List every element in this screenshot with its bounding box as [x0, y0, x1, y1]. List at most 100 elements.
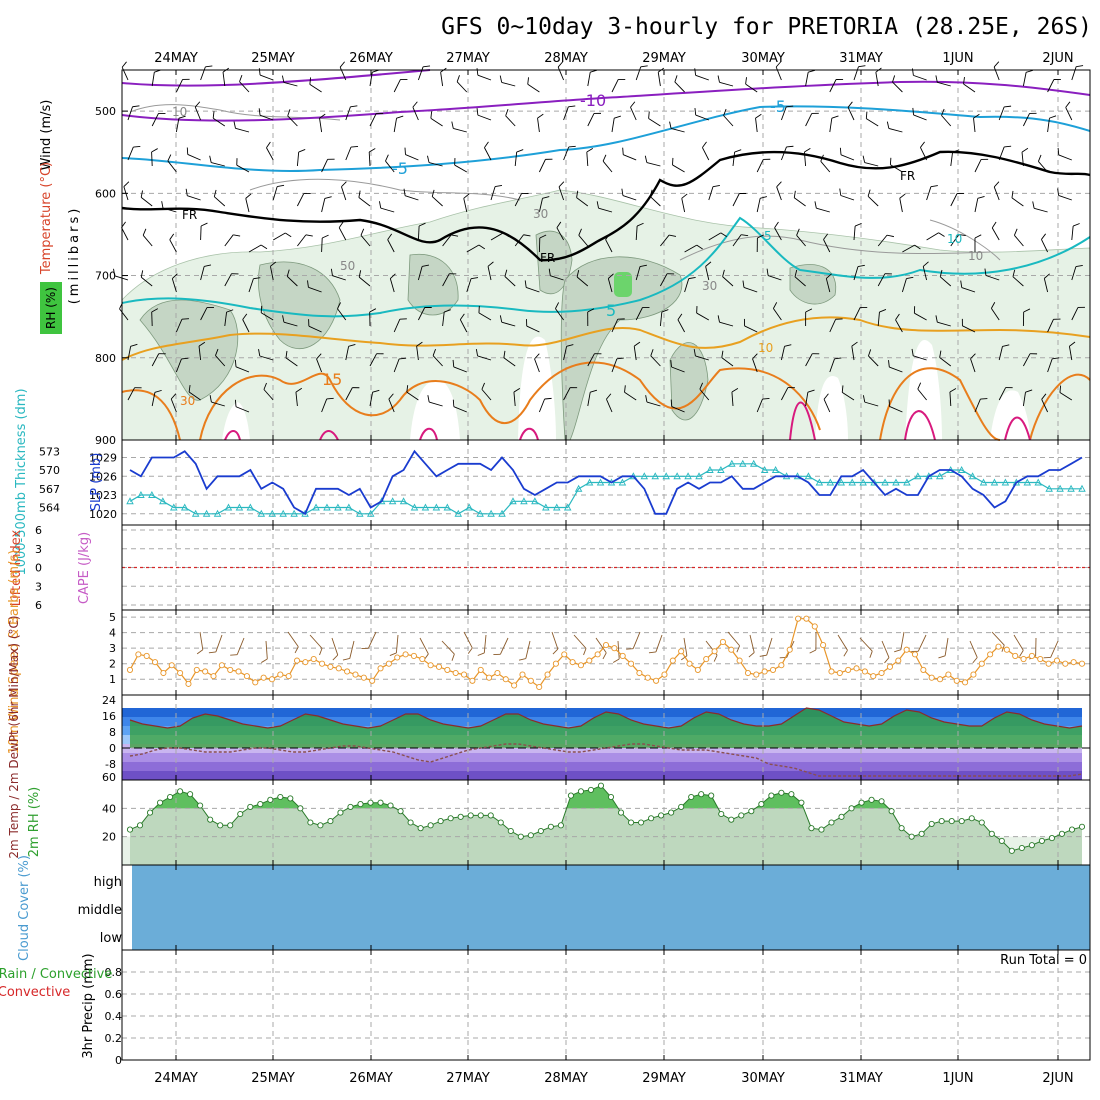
wind-barb [169, 233, 175, 240]
wind-barb [612, 658, 620, 663]
rh-point [718, 810, 725, 818]
wind-barb [837, 634, 848, 651]
wind-barb [677, 313, 683, 320]
wind-barb [1013, 634, 1024, 651]
panel-frame [121, 949, 1091, 1061]
wind-speed-point [1062, 660, 1069, 667]
wind-barb [743, 287, 758, 293]
wind-barb [614, 115, 621, 119]
rh-point [136, 822, 144, 829]
contour-label: 5 [606, 301, 616, 320]
wind-barb [820, 161, 831, 173]
wind-barb [732, 152, 736, 167]
wind-barb [793, 190, 796, 198]
rh-point [1018, 844, 1025, 852]
wind-barb [442, 312, 445, 327]
wind-barb [1023, 353, 1031, 367]
wind-barb [378, 201, 382, 209]
wind-barb [991, 308, 1000, 321]
wind-barb [233, 121, 236, 129]
wind-barb [630, 101, 636, 108]
wind-barb [752, 353, 758, 360]
wind-barb [617, 640, 620, 659]
wind-barb [595, 637, 607, 654]
wind-speed-point [1045, 660, 1052, 667]
wind-barb [660, 234, 670, 247]
contour-label: -10 [580, 91, 606, 110]
wind-barb [263, 389, 274, 401]
wind-barb [736, 645, 741, 653]
wind-barb [1041, 399, 1049, 413]
wind-barb [557, 66, 565, 81]
wind-barb [175, 358, 182, 373]
contour-label: 15 [322, 370, 342, 389]
wind-barb [388, 398, 395, 413]
wind-barb [566, 344, 574, 347]
wind-barb [499, 637, 509, 655]
wind-barb [236, 637, 245, 655]
wind-speed-point [1078, 660, 1086, 667]
wind-barb [623, 154, 637, 161]
wind-barb [732, 193, 740, 207]
wind-barb [980, 398, 988, 400]
wind-barb [862, 155, 866, 163]
wind-barb [296, 193, 305, 207]
wind-speed-point [552, 660, 559, 667]
wind-barb [745, 83, 758, 93]
wind-barb [194, 106, 202, 121]
wind-barb [423, 65, 431, 68]
wind-speed-point [753, 671, 760, 678]
date-label-top: 26MAY [349, 51, 393, 66]
wind-barb [412, 106, 419, 121]
wind-barb [428, 162, 443, 167]
wind-barb [1012, 269, 1016, 277]
wind-barb [367, 631, 377, 649]
rh-region [535, 230, 573, 295]
chart-title: GFS 0~10day 3-hourly for PRETORIA (28.25… [441, 14, 1092, 40]
wind-barb [395, 634, 399, 653]
wind-barb [696, 244, 703, 250]
y-tick-label: 5 [109, 611, 116, 624]
wind-barb [786, 105, 794, 108]
wind-barb [865, 111, 868, 119]
date-label-top: 29MAY [642, 51, 686, 66]
wind-speed-point [628, 660, 635, 667]
rh-point [267, 796, 274, 803]
wind-speed-point [602, 642, 610, 649]
thickness-point [454, 509, 463, 517]
wind-barb [583, 648, 587, 656]
wind-barb [170, 398, 177, 413]
wind-barb [319, 118, 323, 133]
wind-barb [239, 74, 243, 82]
y-tick-label-left: 570 [39, 464, 60, 477]
wind-barb [200, 266, 205, 281]
wind-barb [442, 234, 452, 247]
wind-barb [1004, 145, 1012, 148]
wind-barb [611, 358, 618, 373]
wind-barb [204, 264, 212, 267]
wind-barb [889, 406, 903, 413]
wind-barb [757, 234, 764, 239]
wind-barb [912, 68, 914, 76]
wind-barb [1071, 307, 1079, 321]
wind-barb [993, 181, 1000, 188]
wind-barb [441, 640, 455, 655]
y-tick-label: -8 [105, 758, 116, 771]
wind-barb [805, 308, 813, 313]
wind-barb [358, 270, 362, 278]
thickness-point [563, 503, 572, 511]
wind-barb [920, 141, 925, 148]
wind-barb [796, 228, 800, 236]
date-label-top: 1JUN [942, 51, 973, 66]
wind-speed-point [769, 666, 777, 673]
wind-barb [899, 198, 903, 213]
panel-precip: 0 0.2 0.4 0.6 0.8 Run Total = 0 3hr Precip (mm… [0, 949, 1091, 1067]
wind-speed-point [836, 669, 843, 677]
wind-speed-point [561, 651, 568, 658]
wind-barb [477, 355, 492, 361]
wind-barb [539, 234, 547, 239]
wind-barb [281, 75, 285, 83]
wind-barb [644, 155, 648, 163]
rh-point [317, 822, 324, 829]
wind-barb [576, 270, 580, 278]
